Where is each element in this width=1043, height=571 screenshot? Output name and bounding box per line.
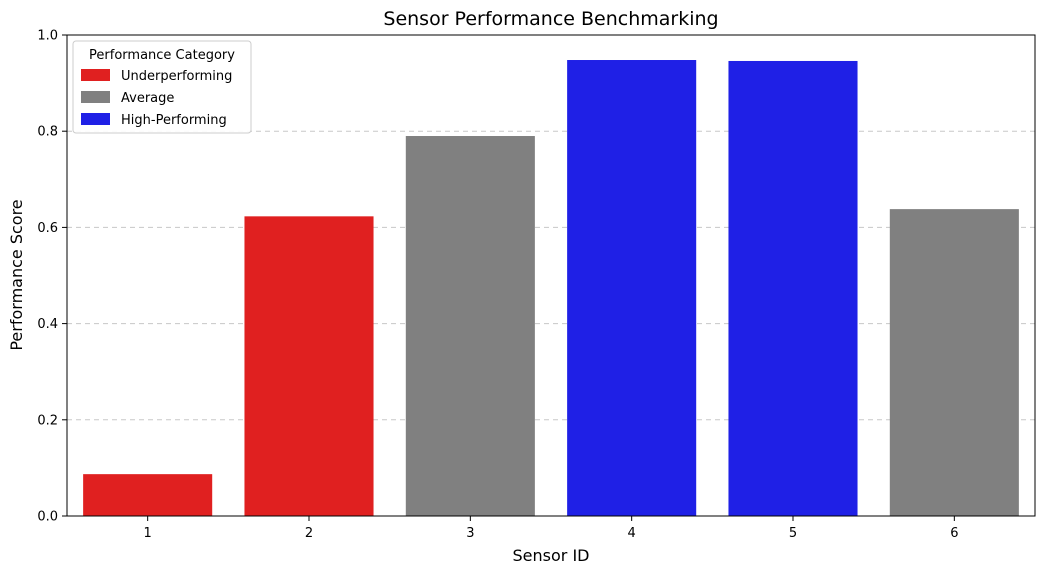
bar-sensor-4 (567, 60, 697, 517)
y-tick-label: 0.0 (37, 510, 58, 525)
x-axis-ticks: 1 2 3 4 5 6 (144, 516, 958, 541)
plot-frame (66, 34, 1036, 517)
legend-box (72, 40, 252, 134)
x-tick-label: 1 (144, 526, 152, 541)
legend-swatch (81, 113, 110, 125)
legend-entry-label: High-Performing (121, 113, 227, 128)
x-axis-label: Sensor ID (513, 546, 590, 565)
x-tick-label: 4 (628, 526, 636, 541)
bar-sensor-1 (83, 474, 213, 516)
bars (83, 60, 1019, 517)
legend-title: Performance Category (89, 48, 235, 63)
y-tick-label: 0.6 (37, 221, 58, 236)
legend: Performance Category Underperforming Aver… (72, 40, 252, 134)
bar-sensor-3 (405, 136, 535, 516)
y-tick-label: 0.8 (37, 125, 58, 140)
x-tick-label: 5 (789, 526, 797, 541)
bar-sensor-2 (244, 216, 374, 516)
x-tick-label: 6 (950, 526, 958, 541)
bar-sensor-5 (728, 60, 858, 516)
legend-swatch (81, 91, 110, 103)
bar-sensor-6 (889, 209, 1019, 516)
y-tick-label: 1.0 (37, 29, 58, 44)
y-axis-ticks: 0.0 0.2 0.4 0.6 0.8 1.0 (37, 29, 67, 525)
y-tick-label: 0.4 (37, 317, 58, 332)
legend-swatch (81, 69, 110, 81)
x-tick-label: 2 (305, 526, 313, 541)
chart-title: Sensor Performance Benchmarking (383, 8, 718, 30)
x-tick-label: 3 (466, 526, 474, 541)
y-axis-label: Performance Score (7, 199, 26, 350)
legend-entry-label: Average (121, 91, 174, 106)
legend-entry-label: Underperforming (121, 69, 232, 84)
y-tick-label: 0.2 (37, 413, 58, 428)
